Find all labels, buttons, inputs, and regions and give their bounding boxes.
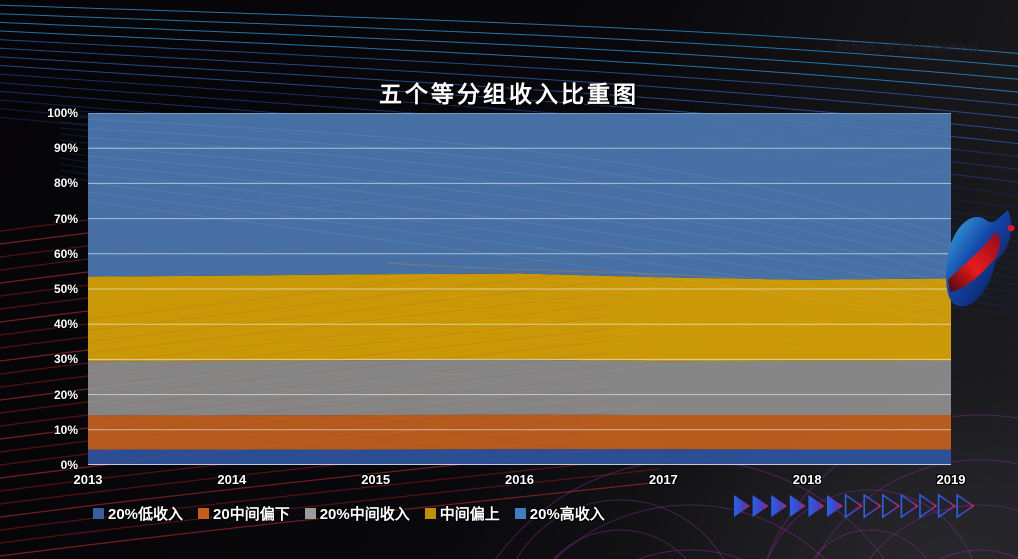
y-tick-label: 30% bbox=[53, 352, 78, 367]
x-tick-label: 2019 bbox=[936, 472, 966, 487]
triangle-icon bbox=[808, 495, 825, 517]
y-tick-label: 50% bbox=[53, 282, 78, 296]
x-tick-label: 2014 bbox=[217, 472, 247, 487]
x-tick-label: 2015 bbox=[361, 472, 391, 487]
area-band-1 bbox=[88, 414, 951, 450]
legend-label: 中间偏上 bbox=[439, 506, 500, 523]
watermark-text: School of Management bbox=[836, 40, 980, 54]
y-tick-label: 10% bbox=[53, 422, 78, 437]
legend-label: 20中间偏下 bbox=[213, 506, 290, 523]
legend-item-4: 20%高收入 bbox=[514, 503, 605, 524]
area-band-0 bbox=[88, 449, 951, 465]
triangle-icon bbox=[771, 495, 788, 517]
legend-item-0: 20%低收入 bbox=[93, 503, 183, 524]
chart-legend: 20%低收入 20中间偏下 20%中间收入 中间偏上 20%高收入 bbox=[93, 503, 605, 524]
y-tick-label: 70% bbox=[53, 211, 78, 226]
ribbon-decoration bbox=[946, 210, 1015, 307]
x-tick-label: 2017 bbox=[648, 472, 678, 487]
legend-swatch-icon bbox=[514, 508, 526, 519]
y-tick-label: 40% bbox=[53, 317, 78, 332]
triangle-icon bbox=[919, 493, 938, 519]
y-tick-label: 80% bbox=[53, 176, 78, 191]
y-tick-label: 90% bbox=[53, 141, 78, 156]
triangle-icon bbox=[789, 495, 806, 517]
legend-swatch-icon bbox=[93, 508, 104, 519]
y-tick-label: 60% bbox=[53, 246, 78, 261]
legend-label: 20%低收入 bbox=[108, 506, 184, 523]
triangle-row-decoration bbox=[734, 493, 975, 519]
triangle-icon bbox=[752, 495, 769, 517]
legend-item-1: 20中间偏下 bbox=[198, 503, 290, 524]
triangle-icon bbox=[882, 493, 901, 519]
chart-title: 五个等分组收入比重图 bbox=[379, 81, 639, 108]
y-tick-label: 0% bbox=[60, 458, 78, 472]
legend-label: 20%高收入 bbox=[529, 506, 605, 523]
stacked-area-chart bbox=[88, 113, 951, 465]
legend-swatch-icon bbox=[198, 508, 210, 519]
x-tick-label: 2018 bbox=[792, 472, 822, 487]
legend-item-3: 中间偏上 bbox=[424, 503, 500, 524]
legend-label: 20%中间收入 bbox=[319, 506, 410, 523]
x-tick-label: 2016 bbox=[505, 472, 534, 487]
triangle-icon bbox=[844, 493, 864, 519]
y-tick-label: 20% bbox=[53, 387, 78, 402]
triangle-icon bbox=[900, 493, 919, 519]
triangle-icon bbox=[827, 495, 843, 517]
area-band-2 bbox=[88, 359, 951, 416]
x-tick-label: 2013 bbox=[73, 472, 103, 487]
legend-swatch-icon bbox=[424, 508, 436, 519]
triangle-icon bbox=[734, 495, 750, 517]
triangle-icon bbox=[956, 493, 975, 519]
legend-swatch-icon bbox=[304, 508, 316, 519]
triangle-icon bbox=[863, 493, 882, 519]
area-band-4 bbox=[88, 113, 951, 280]
triangle-icon bbox=[937, 493, 957, 519]
plot-area bbox=[88, 113, 951, 465]
legend-item-2: 20%中间收入 bbox=[304, 503, 410, 524]
